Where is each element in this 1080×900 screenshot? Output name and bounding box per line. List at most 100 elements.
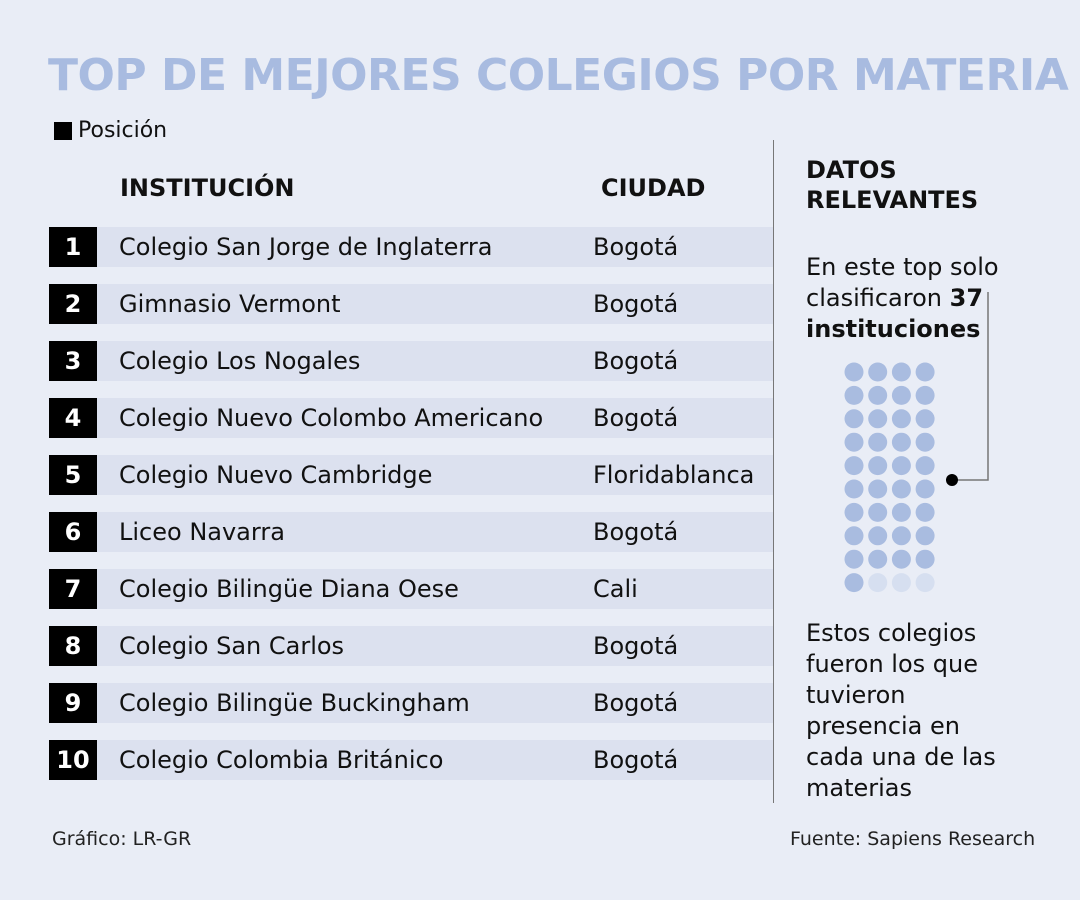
dot-filled (844, 526, 864, 546)
dot-filled (915, 432, 935, 452)
count-value: 37 (949, 284, 984, 312)
institution-name: Colegio San Carlos (119, 632, 345, 660)
dot-empty (868, 573, 888, 593)
position-badge: 3 (49, 341, 97, 381)
position-badge: 4 (49, 398, 97, 438)
dot-filled (915, 479, 935, 499)
table-row: 4 Colegio Nuevo Colombo Americano Bogotá (49, 398, 773, 438)
dot-filled (891, 432, 911, 452)
position-badge: 6 (49, 512, 97, 552)
dot-filled (868, 479, 888, 499)
header-institution: INSTITUCIÓN (120, 174, 295, 202)
dot-filled (844, 456, 864, 476)
dot-filled (868, 526, 888, 546)
position-badge: 5 (49, 455, 97, 495)
table-row: 6 Liceo Navarra Bogotá (49, 512, 773, 552)
position-badge: 10 (49, 740, 97, 780)
dot-filled (844, 502, 864, 522)
institution-name: Liceo Navarra (119, 518, 285, 546)
side-text-line: Estos colegios (806, 619, 977, 647)
dot-filled (868, 385, 888, 405)
dot-filled (915, 385, 935, 405)
table-row: 7 Colegio Bilingüe Diana Oese Cali (49, 569, 773, 609)
institution-name: Colegio Bilingüe Buckingham (119, 689, 470, 717)
side-text-line: presencia en (806, 712, 960, 740)
legend-square-icon (54, 121, 72, 140)
dot-filled (915, 502, 935, 522)
table-row: 9 Colegio Bilingüe Buckingham Bogotá (49, 683, 773, 723)
dot-filled (915, 409, 935, 429)
side-text-line: materias (806, 774, 913, 802)
dot-filled (868, 432, 888, 452)
dot-filled (915, 549, 935, 569)
city-name: Bogotá (593, 632, 679, 660)
dot-filled (844, 573, 864, 593)
side-text-line: fueron los que (806, 650, 978, 678)
dot-filled (868, 362, 888, 382)
position-badge: 8 (49, 626, 97, 666)
dot-filled (891, 456, 911, 476)
dot-empty (915, 573, 935, 593)
table-row: 3 Colegio Los Nogales Bogotá (49, 341, 773, 381)
city-name: Floridablanca (593, 461, 755, 489)
dot-filled (844, 432, 864, 452)
position-badge: 7 (49, 569, 97, 609)
institution-name: Colegio Nuevo Colombo Americano (119, 404, 544, 432)
side-text-line: tuvieron (806, 681, 906, 709)
city-name: Bogotá (593, 347, 679, 375)
position-badge: 1 (49, 227, 97, 267)
institution-name: Colegio Nuevo Cambridge (119, 461, 433, 489)
institution-name: Colegio Los Nogales (119, 347, 361, 375)
position-badge: 9 (49, 683, 97, 723)
footer-credit: Gráfico: LR-GR (52, 828, 192, 850)
dot-filled (891, 502, 911, 522)
footer-source: Fuente: Sapiens Research (790, 828, 1036, 850)
table-row: 2 Gimnasio Vermont Bogotá (49, 284, 773, 324)
table-row: 5 Colegio Nuevo Cambridge Floridablanca (49, 455, 773, 495)
position-badge: 2 (49, 284, 97, 324)
connector-dot (946, 474, 958, 486)
side-text-line: En este top solo (806, 253, 999, 281)
dot-filled (891, 409, 911, 429)
city-name: Bogotá (593, 233, 679, 261)
dot-filled (891, 479, 911, 499)
table-row: 1 Colegio San Jorge de Inglaterra Bogotá (49, 227, 773, 267)
page-title: TOP DE MEJORES COLEGIOS POR MATERIA (48, 50, 1069, 101)
dot-empty (891, 573, 911, 593)
institution-name: Gimnasio Vermont (119, 290, 341, 318)
dot-filled (915, 526, 935, 546)
side-title-line2: RELEVANTES (806, 186, 979, 214)
city-name: Cali (593, 575, 638, 603)
side-text-line: instituciones (806, 315, 981, 343)
dot-filled (868, 549, 888, 569)
dot-filled (868, 456, 888, 476)
legend-label: Posición (78, 118, 168, 143)
dot-filled (844, 479, 864, 499)
side-title: DATOS RELEVANTES (806, 155, 978, 215)
city-name: Bogotá (593, 290, 679, 318)
city-name: Bogotá (593, 746, 679, 774)
dot-filled (868, 409, 888, 429)
dot-filled (915, 362, 935, 382)
city-name: Bogotá (593, 689, 679, 717)
side-text-line: clasificaron (806, 284, 950, 312)
dot-filled (915, 456, 935, 476)
connector-line (954, 292, 989, 481)
city-name: Bogotá (593, 404, 679, 432)
table-row: 10 Colegio Colombia Británico Bogotá (49, 740, 773, 780)
dot-filled (844, 385, 864, 405)
side-text-bottom: Estos colegios fueron los que tuvieron pres… (806, 618, 996, 804)
institution-name: Colegio San Jorge de Inglaterra (119, 233, 493, 261)
dot-filled (891, 549, 911, 569)
dot-filled (844, 409, 864, 429)
dot-filled (891, 362, 911, 382)
divider (773, 140, 774, 803)
side-text-top: En este top solo clasificaron 37 institu… (806, 252, 999, 345)
dot-filled (844, 362, 864, 382)
institution-name: Colegio Colombia Británico (119, 746, 444, 774)
table-row: 8 Colegio San Carlos Bogotá (49, 626, 773, 666)
city-name: Bogotá (593, 518, 679, 546)
dot-filled (844, 549, 864, 569)
legend: Posición (54, 118, 167, 143)
